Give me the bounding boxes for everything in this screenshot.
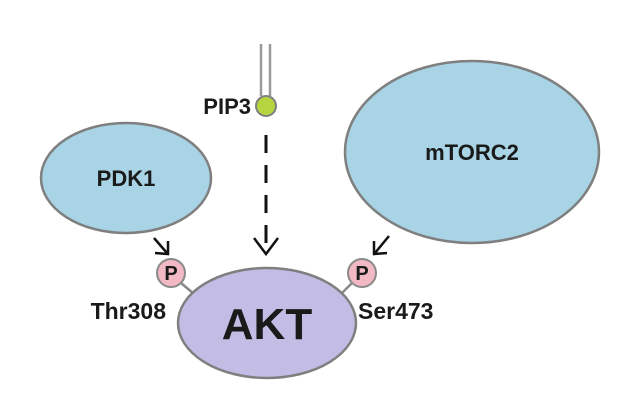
akt-node xyxy=(176,266,358,380)
mtorc2-node xyxy=(343,59,601,245)
thr308-label: Thr308 xyxy=(91,298,167,324)
pdk1-label: PDK1 xyxy=(97,166,156,191)
phospho-thr308-label: P xyxy=(164,263,177,285)
pdk1-node xyxy=(39,121,213,235)
mtorc2-label: mTORC2 xyxy=(425,140,519,165)
akt-label: AKT xyxy=(222,300,313,349)
phospho-thr308-circle xyxy=(156,258,186,288)
pip3-label: PIP3 xyxy=(203,94,251,119)
pip3-dashed-arrow xyxy=(253,135,279,257)
phospho-ser473-label: P xyxy=(355,263,368,285)
phospho-ser473-circle xyxy=(347,258,377,288)
pip3-lipid-tails xyxy=(259,44,272,96)
pip3-head xyxy=(255,95,277,117)
pdk1-arrow xyxy=(153,237,170,256)
mtorc2-arrow xyxy=(372,235,390,256)
ser473-label: Ser473 xyxy=(358,298,433,324)
